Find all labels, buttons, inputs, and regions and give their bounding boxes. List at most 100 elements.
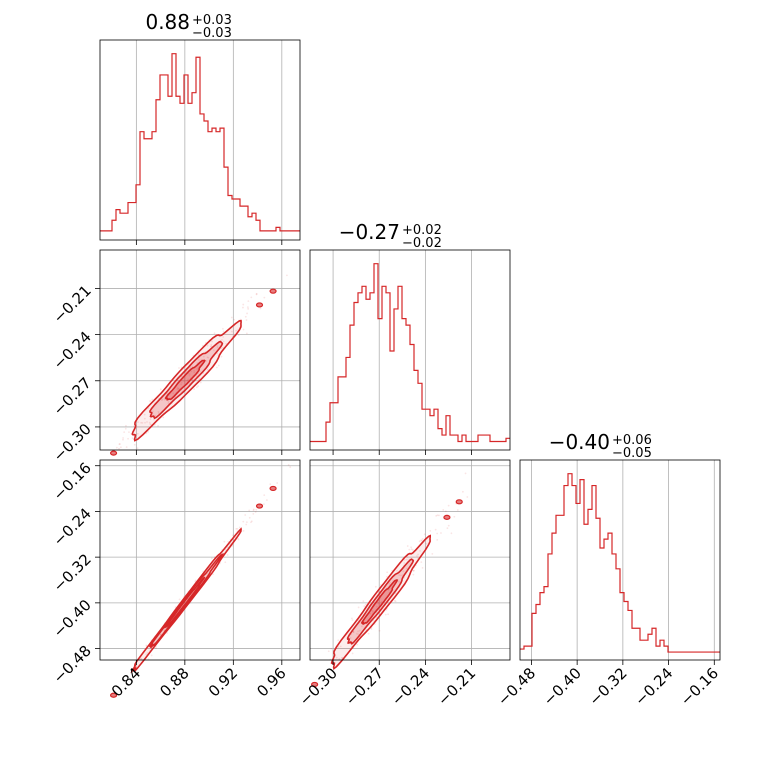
sample-point <box>410 548 413 551</box>
sample-point <box>372 619 375 622</box>
sample-point <box>389 581 392 584</box>
x-tick-label: −0.40 <box>540 664 585 709</box>
sample-point <box>210 345 213 348</box>
sample-point <box>406 545 409 547</box>
sample-point <box>131 437 134 440</box>
sample-point <box>436 514 439 517</box>
sample-point <box>128 431 130 434</box>
sample-point <box>337 646 340 648</box>
sample-point <box>167 402 170 405</box>
sample-point <box>210 343 213 346</box>
sample-point <box>221 339 223 341</box>
sample-point <box>412 573 415 576</box>
sample-point <box>198 377 201 380</box>
sample-point <box>341 657 343 659</box>
sample-point <box>436 538 439 541</box>
sample-point <box>122 438 124 441</box>
sample-point <box>157 424 159 427</box>
sample-point <box>378 629 381 632</box>
sample-point <box>402 570 405 573</box>
sample-point <box>196 368 199 370</box>
contour-island <box>109 692 118 698</box>
sample-point <box>387 613 390 616</box>
sample-point <box>356 643 359 646</box>
sample-point <box>399 574 402 577</box>
sample-point <box>447 524 450 527</box>
contour-panel-2-1: −0.30 −0.27 −0.24 −0.21 <box>296 459 511 709</box>
sample-point <box>209 345 212 348</box>
sample-point <box>178 598 181 601</box>
contour-island <box>269 288 277 294</box>
sample-point <box>250 521 252 524</box>
sample-point <box>206 368 209 371</box>
sample-point <box>224 561 227 564</box>
sample-point <box>466 496 469 498</box>
sample-point <box>159 388 162 391</box>
sample-point <box>141 421 144 424</box>
sample-point <box>216 345 219 347</box>
sample-point <box>206 356 209 359</box>
contour-level <box>330 534 431 670</box>
sample-point <box>349 637 352 639</box>
sample-point <box>438 514 440 517</box>
sample-point <box>183 380 185 383</box>
sample-point <box>444 510 447 513</box>
sample-point <box>255 293 258 296</box>
sample-point <box>250 520 253 523</box>
y-tick-label: −0.16 <box>50 459 95 504</box>
sample-point <box>145 644 148 647</box>
sample-point <box>269 483 272 486</box>
sample-point <box>447 504 450 507</box>
sample-point <box>367 632 370 635</box>
sample-point <box>157 412 160 415</box>
sample-point <box>431 553 434 555</box>
sample-point <box>255 292 258 295</box>
sample-point <box>338 658 341 660</box>
hist-panel-0: 0.88 +0.03−0.03 <box>99 10 301 245</box>
sample-point <box>238 526 241 529</box>
sample-point <box>123 431 126 434</box>
sample-point <box>115 446 118 449</box>
sample-point <box>244 514 247 516</box>
sample-point <box>216 346 219 349</box>
contour-island <box>443 514 451 520</box>
sample-point <box>118 443 121 446</box>
sample-point <box>276 482 279 484</box>
sample-point <box>446 527 449 530</box>
sample-point <box>187 378 190 381</box>
sample-point <box>217 364 220 367</box>
x-tick-label: −0.21 <box>434 664 479 709</box>
sample-point <box>177 388 180 390</box>
sample-point <box>377 591 380 594</box>
x-tick-label: −0.16 <box>677 664 722 709</box>
sample-point <box>220 355 223 358</box>
sample-point <box>149 423 152 426</box>
sample-point <box>136 447 139 450</box>
sample-point <box>361 625 363 628</box>
sample-point <box>398 574 401 577</box>
sample-point <box>397 580 400 583</box>
hist-panel-1: −0.27 +0.02−0.02 <box>309 220 511 455</box>
sample-point <box>248 516 251 519</box>
sample-point <box>125 446 128 449</box>
sample-point <box>374 585 377 588</box>
panel-title-median: 0.88 <box>145 10 190 34</box>
sample-point <box>406 556 409 558</box>
sample-point <box>221 327 224 330</box>
sample-point <box>242 303 245 306</box>
sample-point <box>210 557 213 560</box>
sample-point <box>197 385 200 387</box>
y-tick-label: −0.21 <box>50 282 95 327</box>
sample-point <box>247 307 250 310</box>
sample-point <box>417 553 419 556</box>
contour-panel-2-0: 0.84 0.88 0.92 0.96−0.48−0.40−0.32−0.24−0.1… <box>50 459 301 700</box>
x-tick-label: −0.30 <box>296 664 341 709</box>
sample-point <box>180 383 182 386</box>
sample-point <box>199 370 201 373</box>
x-tick-label: 0.96 <box>253 664 289 700</box>
sample-point <box>403 562 406 564</box>
sample-point <box>188 374 191 377</box>
sample-point <box>369 612 372 615</box>
sample-point <box>388 582 391 585</box>
contour-level <box>360 579 399 625</box>
